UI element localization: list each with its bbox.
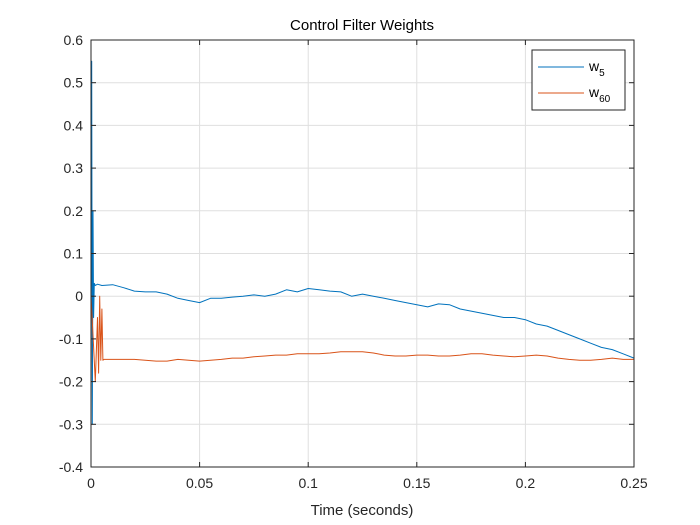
y-tick-label: 0.1 xyxy=(64,246,84,262)
grid-lines xyxy=(91,40,634,467)
y-tick-labels: 0.6 0.5 0.4 0.3 0.2 0.1 0 -0.1 -0.2 -0.3 -0.4 xyxy=(59,32,83,475)
series-line-w-5 xyxy=(90,60,635,425)
tick-marks xyxy=(90,39,635,468)
x-tick-label: 0.1 xyxy=(298,475,318,491)
legend-box xyxy=(531,49,626,111)
x-tick-label: 0.2 xyxy=(516,475,536,491)
x-tick-label: 0 xyxy=(87,475,95,491)
x-tick-labels: 0 0.05 0.1 0.15 0.2 0.25 xyxy=(87,475,648,491)
y-tick-label: -0.3 xyxy=(59,416,83,432)
series-line-w-60 xyxy=(90,295,634,383)
y-tick-label: -0.2 xyxy=(59,374,83,390)
x-tick-label: 0.15 xyxy=(403,475,430,491)
y-tick-label: -0.4 xyxy=(59,459,83,475)
y-tick-label: -0.1 xyxy=(59,331,83,347)
y-tick-label: 0 xyxy=(75,288,83,304)
chart-title: Control Filter Weights xyxy=(290,17,434,34)
legend-entry-label: w5 xyxy=(588,58,605,79)
x-tick-label: 0.05 xyxy=(186,475,213,491)
x-axis-label: Time (seconds) xyxy=(311,502,414,519)
y-tick-label: 0.4 xyxy=(64,117,84,133)
y-tick-label: 0.6 xyxy=(64,32,84,48)
y-tick-label: 0.3 xyxy=(64,160,84,176)
series-layer xyxy=(90,60,635,425)
y-tick-label: 0.5 xyxy=(64,75,84,91)
y-tick-label: 0.2 xyxy=(64,203,84,219)
legend-entry-label: w60 xyxy=(588,84,611,105)
x-tick-label: 0.25 xyxy=(620,475,647,491)
